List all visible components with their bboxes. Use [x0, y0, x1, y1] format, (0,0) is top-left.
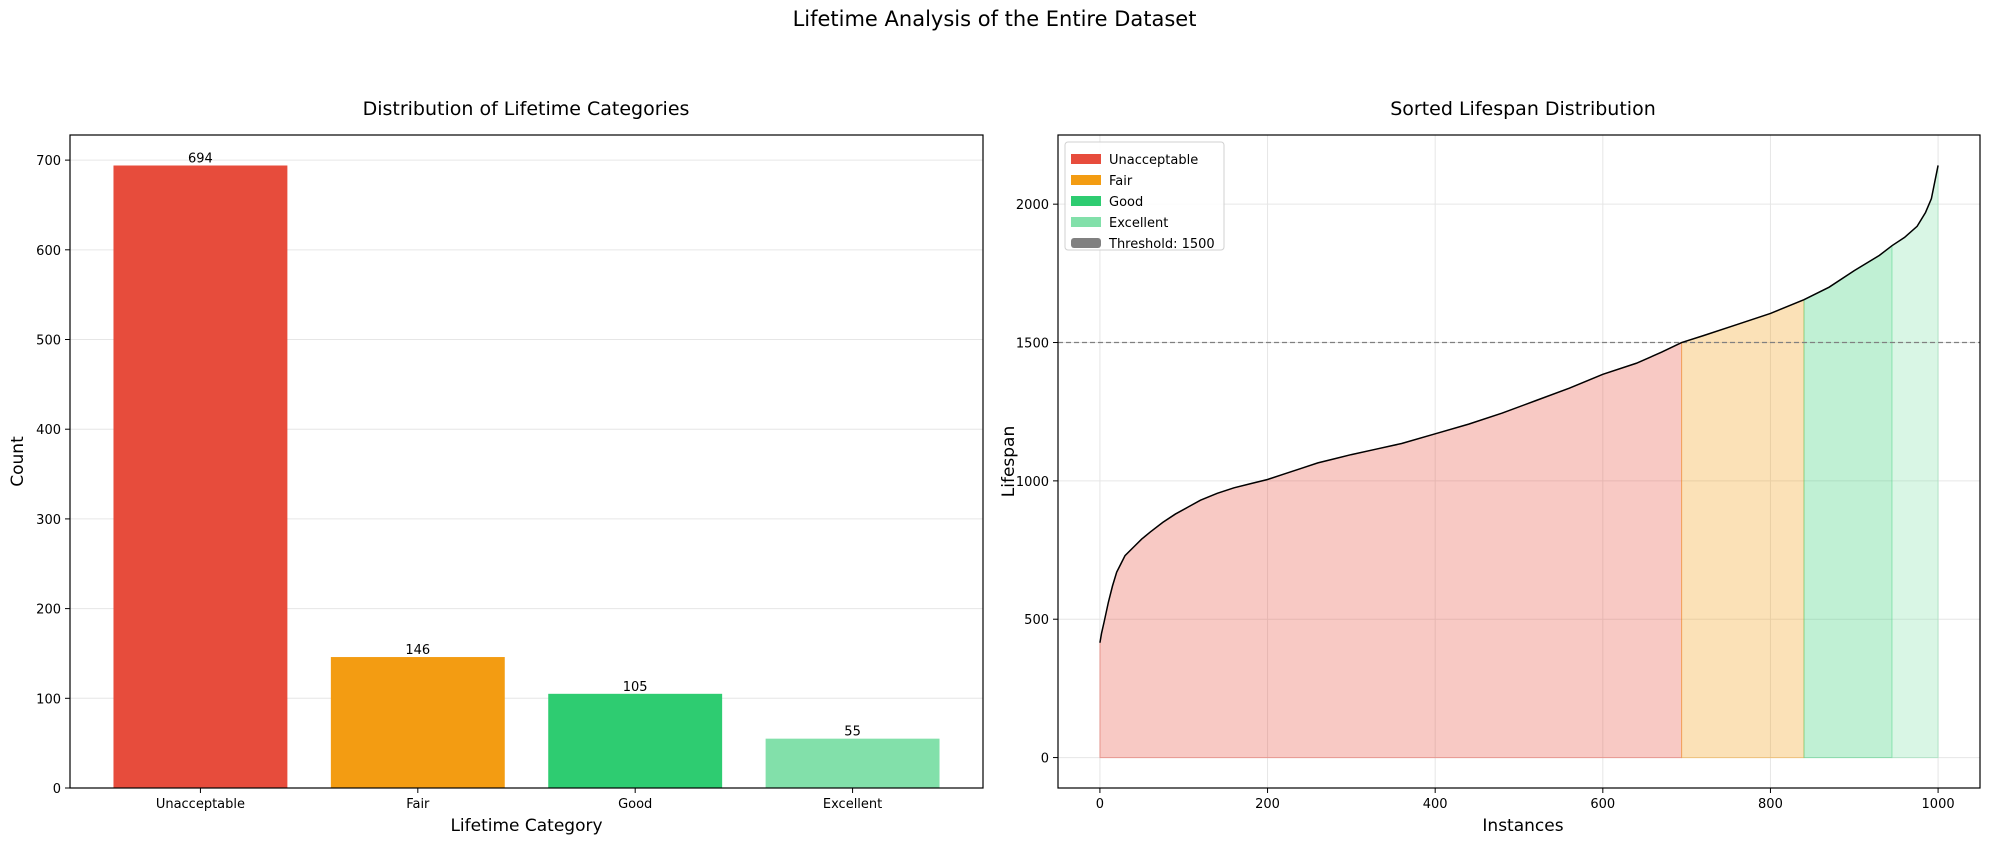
bar-chart-ytick-label: 100 [36, 692, 61, 707]
area-chart-xtick-label: 600 [1590, 797, 1615, 812]
area-chart-ytick-label: 1000 [1016, 475, 1049, 490]
area-region-unacceptable [1099, 341, 1683, 759]
bar-excellent [765, 738, 940, 788]
bar-chart-ytick-label: 200 [36, 603, 61, 618]
bar-value-label: 146 [405, 643, 430, 658]
bar-chart-frame [69, 134, 984, 789]
area-chart-legend: Unacceptable Fair Good Excellent Threshold: … [1064, 141, 1225, 252]
bar-good [548, 693, 723, 788]
area-chart-xtick-label: 1000 [1922, 797, 1955, 812]
legend-label: Unacceptable [1109, 153, 1198, 168]
bar-chart-bars: 694 146 105 55 [113, 151, 940, 788]
legend-swatch-unacceptable [1071, 154, 1101, 164]
legend-box [1064, 141, 1225, 251]
area-region-good [1803, 244, 1893, 759]
bar-value-label: 55 [844, 725, 861, 740]
area-chart-lifespan-curve [1099, 165, 1939, 643]
area-chart-xtick-label: 800 [1758, 797, 1783, 812]
bar-chart-xtick-label: Good [618, 797, 652, 812]
bar-chart-ytick-label: 600 [36, 244, 61, 259]
area-chart-ytick-label: 500 [1024, 613, 1049, 628]
bar-unacceptable [113, 165, 288, 788]
bar-fair [330, 657, 505, 788]
area-chart-ticks: 0 200 400 600 800 1000 0 500 1000 1500 2000 [1016, 198, 1955, 812]
area-chart-ytick-label: 0 [1041, 752, 1049, 767]
legend-label: Fair [1109, 174, 1133, 189]
legend-label: Threshold: 1500 [1108, 237, 1215, 252]
legend-swatch-fair [1071, 175, 1101, 185]
legend-label: Good [1109, 195, 1143, 210]
area-chart-sorted-lifespan: Sorted Lifespan Distribution 0 200 400 600 8… [999, 98, 1981, 836]
bar-chart-xtick-label: Unacceptable [156, 797, 245, 812]
legend-label: Excellent [1109, 216, 1168, 231]
bar-chart-ytick-label: 300 [36, 513, 61, 528]
area-chart-xtick-label: 400 [1423, 797, 1448, 812]
bar-chart-ticks: 0 100 200 300 400 500 600 700 Unacceptable Fair Go… [36, 154, 882, 812]
legend-swatch-threshold [1071, 238, 1101, 248]
bar-chart-title: Distribution of Lifetime Categories [363, 98, 690, 120]
area-chart-region-fills [1099, 165, 1939, 759]
area-chart-xtick-label: 0 [1096, 797, 1104, 812]
bar-chart-xtick-label: Fair [406, 797, 430, 812]
bar-chart-xlabel: Lifetime Category [450, 816, 602, 836]
area-chart-ytick-label: 2000 [1016, 198, 1049, 213]
bar-chart-ytick-label: 400 [36, 423, 61, 438]
area-chart-xlabel: Instances [1482, 816, 1563, 836]
area-chart-xtick-label: 200 [1255, 797, 1280, 812]
area-region-excellent [1891, 165, 1939, 759]
legend-swatch-good [1071, 196, 1101, 206]
lifespan-curve-line [1099, 165, 1939, 643]
bar-chart-xtick-label: Excellent [823, 797, 882, 812]
bar-chart-ytick-label: 0 [53, 782, 61, 797]
bar-value-label: 105 [623, 680, 648, 695]
bar-chart-lifetime-categories: Distribution of Lifetime Categories 694 1… [8, 98, 984, 836]
bar-value-label: 694 [188, 151, 213, 166]
area-chart-title: Sorted Lifespan Distribution [1390, 98, 1656, 120]
area-region-fair [1681, 298, 1805, 759]
bar-chart-ytick-label: 700 [36, 154, 61, 169]
area-chart-ytick-label: 1500 [1016, 337, 1049, 352]
figure-suptitle: Lifetime Analysis of the Entire Dataset [793, 7, 1197, 31]
bar-chart-ylabel: Count [8, 436, 28, 487]
legend-swatch-excellent [1071, 217, 1101, 227]
area-chart-frame [1057, 134, 1981, 789]
bar-chart-ytick-label: 500 [36, 334, 61, 349]
area-chart-ylabel: Lifespan [999, 426, 1019, 497]
